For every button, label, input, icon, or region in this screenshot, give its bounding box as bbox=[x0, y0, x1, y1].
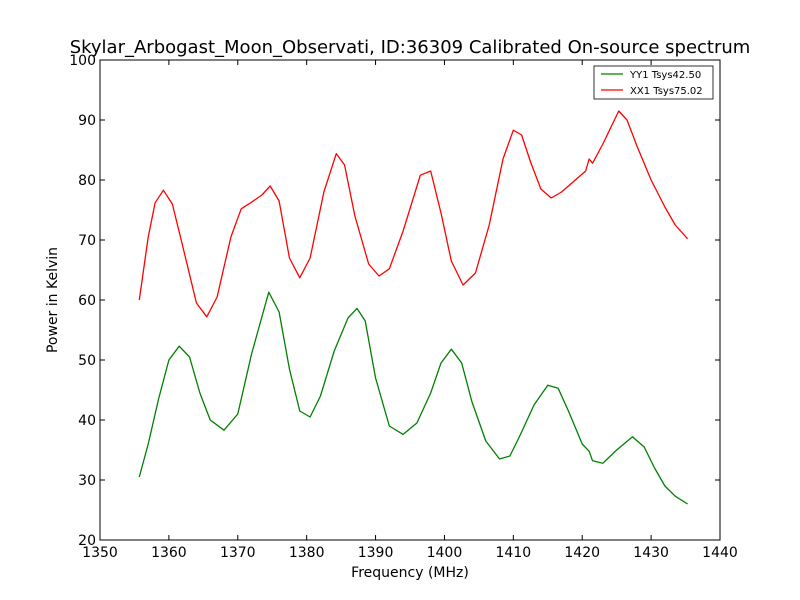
series-line-0 bbox=[138, 291, 688, 505]
ticks-layer: 1350 1360 1370 1380 1390 1400 1410 1420 1430 1440… bbox=[69, 53, 738, 561]
plot-frame bbox=[99, 59, 721, 541]
x-tick-label: 1360 bbox=[151, 545, 187, 561]
x-tick-label: 1430 bbox=[633, 545, 669, 561]
x-axis-label: Frequency (MHz) bbox=[351, 565, 469, 581]
legend-label-xx1: XX1 Tsys75.02 bbox=[630, 86, 703, 97]
y-axis-label: Power in Kelvin bbox=[45, 247, 61, 353]
x-tick-label: 1420 bbox=[564, 545, 600, 561]
x-tick-label: 1410 bbox=[496, 545, 532, 561]
x-tick-label: 1440 bbox=[702, 545, 738, 561]
y-tick-label: 80 bbox=[78, 173, 96, 189]
x-tick-label: 1390 bbox=[358, 545, 394, 561]
y-tick-label: 60 bbox=[78, 293, 96, 309]
x-tick-label: 1370 bbox=[220, 545, 256, 561]
y-tick-label: 90 bbox=[78, 113, 96, 129]
y-tick-label: 100 bbox=[69, 53, 96, 69]
legend-box bbox=[593, 65, 714, 100]
x-tick-label: 1380 bbox=[289, 545, 325, 561]
y-tick-label: 50 bbox=[78, 353, 96, 369]
chart-title: Skylar_Arbogast_Moon_Observati, ID:36309… bbox=[70, 37, 751, 58]
legend: YY1 Tsys42.50 XX1 Tsys75.02 bbox=[593, 65, 714, 100]
y-tick-label: 40 bbox=[78, 413, 96, 429]
y-tick-label: 70 bbox=[78, 233, 96, 249]
x-tick-label: 1400 bbox=[427, 545, 463, 561]
y-tick-label: 30 bbox=[78, 473, 96, 489]
legend-label-yy1: YY1 Tsys42.50 bbox=[629, 70, 701, 81]
series-line-1 bbox=[138, 110, 689, 318]
y-tick-label: 20 bbox=[78, 533, 96, 549]
plot-area bbox=[100, 60, 720, 540]
series-layer bbox=[138, 110, 689, 505]
x-tick-label: 1350 bbox=[82, 545, 118, 561]
